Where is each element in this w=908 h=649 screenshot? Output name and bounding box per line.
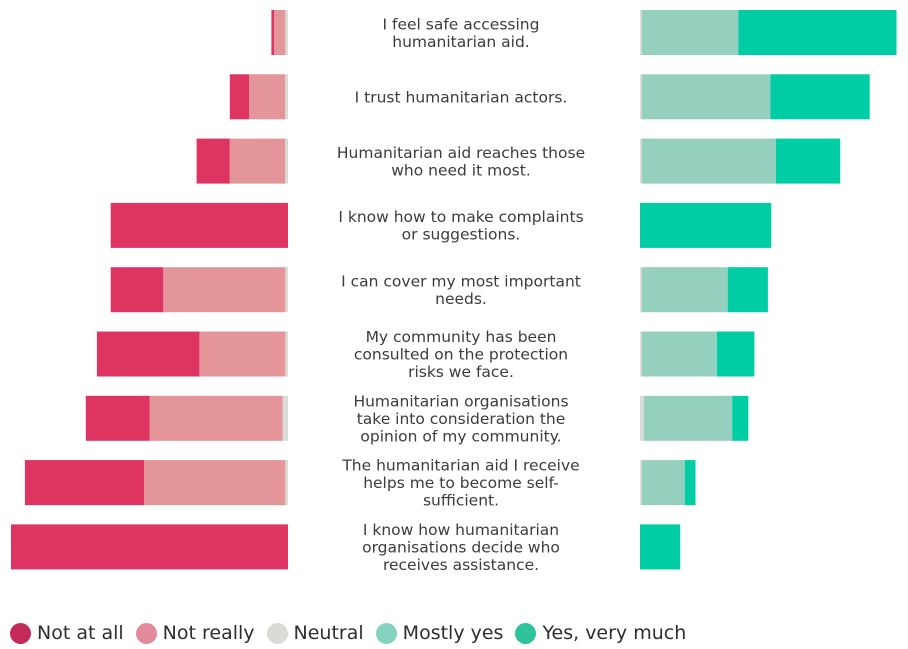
- bar-not-at-all: [110, 202, 288, 248]
- bar-neutral: [282, 395, 288, 441]
- statement-line: sufficient.: [423, 492, 499, 510]
- bar-mostly-yes: [641, 267, 728, 313]
- bar-yes-very-much: [684, 460, 696, 506]
- statement-line: who need it most.: [391, 161, 531, 179]
- bar-not-at-all: [96, 331, 200, 377]
- legend-label: Neutral: [293, 622, 364, 644]
- bar-not-really: [163, 267, 286, 313]
- bar-yes-very-much: [770, 74, 870, 120]
- legend-label: Not at all: [37, 622, 124, 644]
- diverging-bar-chart: I feel safe accessing humanitarian aid.I …: [11, 10, 897, 574]
- statement-line: I know how to make complaints: [338, 208, 583, 226]
- bar-mostly-yes: [641, 10, 739, 55]
- statement-line: risks we face.: [408, 363, 514, 381]
- bar-not-really: [229, 138, 286, 184]
- bar-mostly-yes: [641, 460, 685, 506]
- bar-not-really: [199, 331, 286, 377]
- legend-label: Not really: [162, 622, 255, 644]
- bar-not-really: [149, 395, 283, 441]
- bar-yes-very-much: [738, 10, 897, 55]
- bar-yes-very-much: [732, 395, 749, 441]
- legend-swatch-neutral: [266, 622, 288, 644]
- bar-neutral: [640, 331, 642, 377]
- bar-not-really: [144, 460, 286, 506]
- statement-line: or suggestions.: [402, 226, 521, 244]
- legend-item-not-really: Not really: [135, 622, 255, 644]
- legend: Not at all Not really Neutral Mostly yes…: [10, 618, 698, 648]
- bar-neutral: [285, 267, 288, 313]
- statement-line: take into consideration the: [357, 410, 566, 428]
- statement-label: I know how humanitarian organisations dec…: [362, 521, 560, 574]
- bar-mostly-yes: [641, 138, 776, 184]
- legend-item-neutral: Neutral: [266, 622, 364, 644]
- bar-neutral: [285, 331, 288, 377]
- bar-mostly-yes: [641, 74, 771, 120]
- bar-mostly-yes: [643, 395, 733, 441]
- legend-swatch-not-really: [135, 622, 157, 644]
- legend-label: Yes, very much: [542, 622, 687, 644]
- bar-not-at-all: [196, 138, 230, 184]
- statement-line: needs.: [435, 290, 487, 308]
- bar-mostly-yes: [641, 331, 717, 377]
- statement-line: receives assistance.: [383, 556, 539, 574]
- statement-line: My community has been: [366, 328, 557, 346]
- legend-item-yes-very-much: Yes, very much: [515, 622, 686, 644]
- statement-line: helps me to become self-: [363, 474, 559, 492]
- bar-not-at-all: [110, 267, 164, 313]
- legend-label: Mostly yes: [402, 622, 504, 644]
- bar-neutral: [640, 395, 644, 441]
- bar-yes-very-much: [640, 202, 772, 248]
- statement-line: I can cover my most important: [341, 272, 581, 290]
- bar-yes-very-much: [727, 267, 768, 313]
- statement-line: Humanitarian aid reaches those: [337, 144, 585, 162]
- bar-neutral: [285, 74, 288, 120]
- bar-not-really: [274, 10, 286, 55]
- bar-not-at-all: [24, 460, 144, 506]
- bar-not-at-all: [271, 10, 275, 55]
- bar-neutral: [285, 138, 288, 184]
- bar-not-really: [249, 74, 286, 120]
- statement-line: organisations decide who: [362, 538, 560, 556]
- statement-label: I know how to make complaints or suggesti…: [338, 208, 583, 244]
- statement-line: I know how humanitarian: [363, 521, 559, 539]
- bar-neutral: [640, 267, 642, 313]
- bar-not-at-all: [85, 395, 150, 441]
- bar-yes-very-much: [716, 331, 755, 377]
- legend-item-mostly-yes: Mostly yes: [375, 622, 504, 644]
- statement-line: The humanitarian aid I receive: [341, 457, 579, 475]
- statement-label: I feel safe accessing humanitarian aid.: [383, 15, 540, 51]
- legend-swatch-not-at-all: [10, 622, 31, 644]
- bar-not-at-all: [229, 74, 250, 120]
- statement-line: I feel safe accessing: [383, 15, 540, 33]
- legend-swatch-yes-very-much: [515, 622, 537, 644]
- bar-yes-very-much: [775, 138, 841, 184]
- bar-neutral: [640, 10, 642, 55]
- bar-yes-very-much: [640, 524, 681, 570]
- statement-line: opinion of my community.: [360, 427, 561, 445]
- statement-label: The humanitarian aid I receive helps me t…: [341, 457, 579, 510]
- legend-swatch-mostly-yes: [375, 622, 397, 644]
- bar-neutral: [640, 460, 642, 506]
- statement-label: I can cover my most important needs.: [341, 272, 581, 308]
- bar-neutral: [285, 460, 288, 506]
- statement-label: My community has been consulted on the pr…: [354, 328, 568, 381]
- statement-line: humanitarian aid.: [392, 33, 529, 51]
- statement-line: I trust humanitarian actors.: [355, 88, 568, 106]
- statement-line: consulted on the protection: [354, 346, 568, 364]
- statement-line: Humanitarian organisations: [353, 392, 568, 410]
- legend-item-not-at-all: Not at all: [10, 622, 124, 644]
- statement-label: I trust humanitarian actors.: [355, 88, 568, 106]
- bar-neutral: [640, 74, 642, 120]
- statement-label: Humanitarian aid reaches those who need i…: [337, 144, 585, 180]
- bar-neutral: [640, 138, 642, 184]
- statement-label: Humanitarian organisations take into cons…: [353, 392, 568, 445]
- bar-not-at-all: [11, 524, 288, 570]
- bar-neutral: [285, 10, 288, 55]
